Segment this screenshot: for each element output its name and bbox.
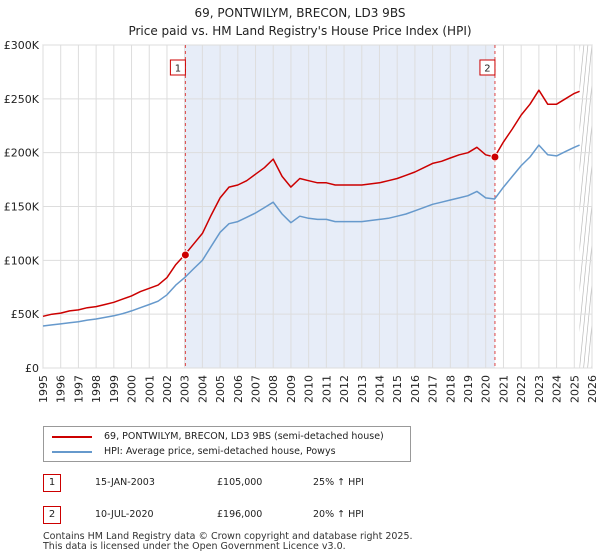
- chart-subtitle: Price paid vs. HM Land Registry's House …: [128, 24, 471, 38]
- sale-date: 15-JAN-2003: [95, 477, 155, 488]
- x-tick-label: 1998: [90, 375, 103, 403]
- legend-swatch-red: [52, 435, 92, 438]
- sale-marker-label: 1: [175, 64, 181, 75]
- x-tick-label: 2001: [143, 375, 156, 403]
- x-tick-label: 2009: [285, 375, 298, 403]
- x-tick-label: 2019: [462, 375, 475, 403]
- y-tick-label: £250K: [4, 93, 40, 106]
- x-tick-label: 2007: [250, 375, 263, 403]
- x-tick-label: 2012: [338, 375, 351, 403]
- y-tick-label: £0: [25, 362, 39, 375]
- x-tick-label: 2005: [214, 375, 227, 403]
- price-chart: 69, PONTWILYM, BRECON, LD3 9BS Price pai…: [4, 6, 600, 403]
- series-line: [42, 144, 580, 327]
- sale-marker-badge: 2: [43, 506, 61, 524]
- x-tick-label: 2022: [515, 375, 528, 403]
- sale-point: [490, 152, 500, 162]
- sale-marker-box: [169, 59, 186, 76]
- legend-label-property: 69, PONTWILYM, BRECON, LD3 9BS (semi-det…: [104, 431, 384, 442]
- legend-item-property: 69, PONTWILYM, BRECON, LD3 9BS (semi-det…: [52, 431, 384, 442]
- footer-copyright: Contains HM Land Registry data © Crown c…: [43, 531, 413, 542]
- y-tick-label: £300K: [4, 39, 40, 52]
- x-tick-label: 1999: [108, 375, 121, 403]
- sale-row: 1 15-JAN-2003 £105,000 25% ↑ HPI: [43, 474, 583, 492]
- legend: 69, PONTWILYM, BRECON, LD3 9BS (semi-det…: [43, 426, 411, 462]
- sale-marker-label: 2: [484, 64, 490, 75]
- x-tick-label: 2016: [409, 375, 422, 403]
- sale-point: [180, 250, 190, 260]
- x-tick-label: 2011: [320, 375, 333, 403]
- x-tick-label: 2010: [303, 375, 316, 403]
- y-tick-label: £200K: [4, 147, 40, 160]
- hatch-line: [591, 360, 592, 368]
- sale-row: 2 10-JUL-2020 £196,000 20% ↑ HPI: [43, 506, 583, 524]
- y-tick-label: £100K: [4, 254, 40, 267]
- x-tick-label: 2014: [373, 375, 386, 403]
- x-tick-label: 2021: [497, 375, 510, 403]
- x-tick-label: 2008: [267, 375, 280, 403]
- sale-hpi-change: 25% ↑ HPI: [313, 477, 364, 488]
- x-tick-label: 2018: [444, 375, 457, 403]
- x-tick-label: 1995: [37, 375, 50, 403]
- x-tick-label: 2023: [533, 375, 546, 403]
- x-tick-label: 1997: [72, 375, 85, 403]
- x-tick-label: 2020: [480, 375, 493, 403]
- sale-hpi-change: 20% ↑ HPI: [313, 509, 364, 520]
- legend-item-hpi: HPI: Average price, semi-detached house,…: [52, 446, 336, 457]
- legend-label-hpi: HPI: Average price, semi-detached house,…: [104, 446, 336, 457]
- x-tick-label: 2024: [551, 375, 564, 403]
- x-tick-label: 2017: [427, 375, 440, 403]
- sale-date: 10-JUL-2020: [95, 509, 154, 520]
- x-tick-label: 2006: [232, 375, 245, 403]
- legend-swatch-blue: [52, 450, 92, 453]
- sale-marker-box: [479, 59, 496, 76]
- x-tick-label: 2003: [179, 375, 192, 403]
- x-tick-label: 1996: [55, 375, 68, 403]
- footer-license: This data is licensed under the Open Gov…: [43, 541, 346, 552]
- sale-price: £105,000: [217, 477, 263, 488]
- hatch-line: [596, 45, 600, 368]
- footer: Contains HM Land Registry data © Crown c…: [43, 532, 413, 552]
- sale-price: £196,000: [217, 509, 263, 520]
- x-tick-label: 2025: [568, 375, 581, 403]
- sale-marker-badge: 1: [43, 474, 61, 492]
- x-tick-label: 2004: [196, 375, 209, 403]
- y-tick-label: £150K: [4, 201, 40, 214]
- x-tick-label: 2002: [161, 375, 174, 403]
- x-tick-label: 2013: [356, 375, 369, 403]
- x-tick-label: 2026: [586, 375, 599, 403]
- y-tick-label: £50K: [11, 308, 40, 321]
- x-tick-label: 2015: [391, 375, 404, 403]
- chart-title: 69, PONTWILYM, BRECON, LD3 9BS: [195, 6, 406, 20]
- x-tick-label: 2000: [126, 375, 139, 403]
